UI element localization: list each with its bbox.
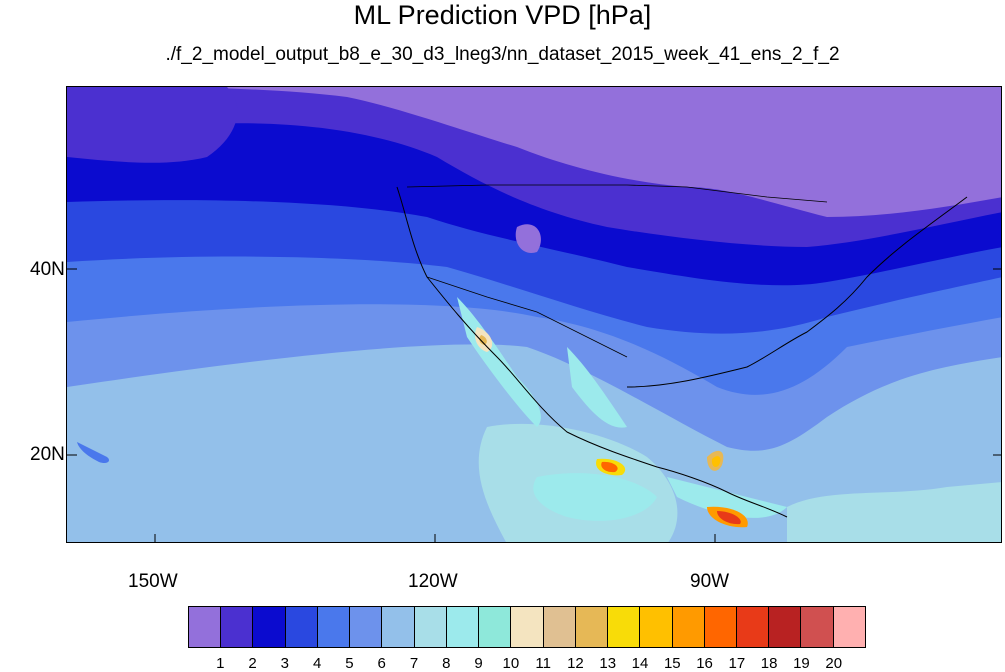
lat-label-40n: 40N (30, 259, 65, 280)
band-10-ocean (533, 473, 657, 521)
colorbar-swatch (640, 607, 673, 647)
colorbar-tick-label: 8 (442, 655, 451, 672)
colorbar (188, 606, 866, 648)
colorbar-swatch (575, 607, 609, 647)
colorbar-tick-label: 19 (793, 655, 810, 672)
colorbar-swatch (511, 607, 544, 647)
band-18-central-am (717, 511, 741, 525)
colorbar-swatch (672, 607, 705, 647)
colorbar-tick-label: 2 (248, 655, 257, 672)
colorbar-tick-label: 11 (535, 655, 551, 672)
colorbar-tick-label: 15 (663, 655, 681, 672)
colorbar-swatch (317, 607, 351, 647)
colorbar-swatch (446, 607, 480, 647)
colorbar-tick-label: 13 (599, 655, 617, 672)
band-1-nw (67, 87, 238, 163)
colorbar-tick-label: 17 (728, 655, 746, 672)
colorbar-tick-label: 7 (409, 655, 419, 672)
colorbar-swatch (382, 607, 415, 647)
colorbar-swatch (221, 607, 254, 647)
chart-title: ML Prediction VPD [hPa] (353, 0, 652, 30)
colorbar-tick-label: 16 (696, 655, 713, 672)
colorbar-tick-label: 14 (631, 655, 649, 672)
band-13-baja (479, 335, 487, 345)
colorbar-labels: 1 2 3 4 5 6 7 8 9 10 11 12 13 14 15 16 17 18 19 20 (188, 656, 866, 672)
colorbar-swatch (833, 607, 865, 647)
colorbar-tick-label: 4 (312, 655, 322, 672)
hawaii-islands (77, 442, 110, 464)
colorbar-swatch (253, 607, 286, 647)
band-17-mexico-w (601, 461, 618, 473)
colorbar-swatch (704, 607, 737, 647)
lon-label-150w: 150W (128, 571, 178, 592)
colorbar-tick-label: 20 (825, 655, 843, 672)
country-border (406, 184, 828, 358)
colorbar-tick-label: 10 (502, 655, 520, 672)
colorbar-swatch (736, 607, 770, 647)
colorbar-tick-label: 1 (216, 655, 225, 672)
band-8-central-am (667, 477, 787, 518)
colorbar-tick-label: 12 (567, 655, 584, 672)
map-panel (66, 86, 1002, 543)
colorbar-swatch (479, 607, 512, 647)
band-1 (107, 87, 1001, 217)
colorbar-swatch (801, 607, 834, 647)
colorbar-swatch (414, 607, 447, 647)
colorbar-tick-label: 6 (377, 655, 386, 672)
band-9-mexico (567, 347, 627, 428)
colorbar-tick-label: 9 (474, 655, 483, 672)
colorbar-swatch (769, 607, 802, 647)
chart-subtitle: ./f_2_model_output_b8_e_30_d3_lneg3/nn_d… (165, 44, 840, 65)
colorbar-swatch (285, 607, 318, 647)
colorbar-tick-label: 5 (345, 655, 354, 672)
lat-label-20n: 20N (30, 444, 65, 465)
colorbar-swatch (543, 607, 576, 647)
colorbar-tick-label: 3 (280, 655, 290, 672)
band-8-east (787, 482, 1001, 542)
band-15-yucatan (711, 456, 721, 467)
colorbar-tick-label: 18 (760, 655, 778, 672)
band-1-great-basin (515, 224, 541, 253)
lon-label-90w: 90W (690, 571, 730, 592)
colorbar-swatch (350, 607, 383, 647)
colorbar-swatch (608, 607, 641, 647)
lon-label-120w: 120W (408, 571, 458, 592)
colorbar-swatch (189, 607, 222, 647)
vpd-contour-map (67, 87, 1001, 542)
